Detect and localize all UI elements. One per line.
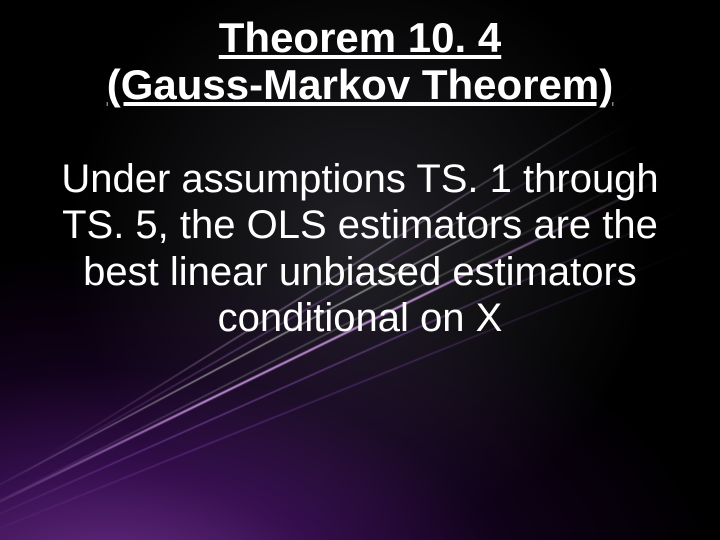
title-line-1: Theorem 10. 4 xyxy=(0,14,720,61)
title-line-2: (Gauss-Markov Theorem) xyxy=(0,61,720,108)
slide-body-text: Under assumptions TS. 1 through TS. 5, t… xyxy=(34,156,686,342)
slide: Theorem 10. 4 (Gauss-Markov Theorem) Und… xyxy=(0,0,720,540)
slide-title: Theorem 10. 4 (Gauss-Markov Theorem) xyxy=(0,14,720,108)
